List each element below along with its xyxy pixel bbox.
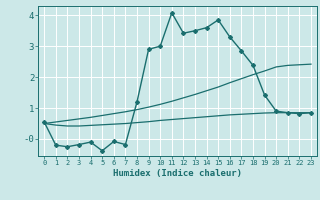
X-axis label: Humidex (Indice chaleur): Humidex (Indice chaleur) bbox=[113, 169, 242, 178]
